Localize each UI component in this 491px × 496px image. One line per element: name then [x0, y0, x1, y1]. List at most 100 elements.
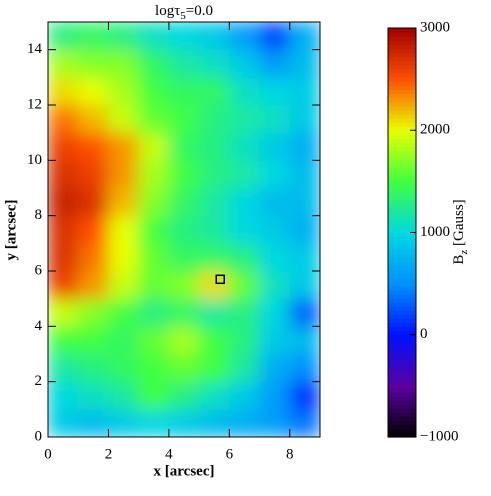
colorbar-step: [388, 359, 416, 364]
heat-cell: [48, 408, 79, 437]
colorbar-step: [388, 207, 416, 213]
colorbar-step: [388, 302, 416, 307]
heat-cell: [198, 353, 230, 383]
colorbar-step: [388, 412, 416, 418]
heat-cell: [168, 187, 200, 217]
heat-cell: [77, 76, 109, 106]
chart-title: logτ5=0.0: [155, 3, 213, 21]
plot-frame: [47, 21, 321, 438]
heat-cell: [228, 408, 261, 437]
heat-cell: [228, 132, 261, 161]
heat-cell: [289, 76, 320, 106]
heat-cell: [77, 49, 109, 78]
colorbar-step: [388, 424, 416, 430]
heat-cell: [289, 325, 320, 355]
x-tick-label: 6: [226, 446, 234, 462]
colorbar-step: [388, 32, 416, 37]
colorbar-step: [388, 203, 416, 209]
x-tick-label: 4: [165, 446, 173, 462]
heatmap: [48, 22, 320, 437]
heat-cell: [259, 381, 291, 410]
heat-cell: [168, 132, 200, 161]
y-tick-label: 8: [35, 207, 43, 223]
heat-cell: [138, 104, 170, 134]
colorbar-tick-label: 1000: [420, 224, 450, 240]
colorbar-step: [388, 392, 416, 397]
heat-cell: [168, 298, 200, 327]
colorbar-step: [388, 326, 416, 332]
colorbar-step: [388, 387, 416, 393]
colorbar-step: [388, 404, 416, 409]
heat-cell: [289, 132, 320, 161]
heat-cell: [228, 381, 261, 410]
heat-cell: [107, 49, 140, 78]
heat-cell: [289, 104, 320, 134]
colorbar-step: [388, 44, 416, 50]
heat-cell: [289, 159, 320, 189]
colorbar-step: [388, 85, 416, 90]
colorbar-step: [388, 56, 416, 62]
heat-cell: [228, 187, 261, 217]
heat-cell: [259, 298, 291, 327]
colorbar-step: [388, 408, 416, 414]
heat-cell: [48, 242, 79, 272]
colorbar-step: [388, 138, 416, 144]
heat-cell: [107, 242, 140, 272]
heat-cell: [107, 353, 140, 383]
heat-cell: [198, 187, 230, 217]
heat-cell: [138, 76, 170, 106]
y-tick-label: 4: [35, 318, 43, 334]
colorbar-step: [388, 318, 416, 324]
heat-cell: [48, 381, 79, 410]
heat-cell: [77, 159, 109, 189]
colorbar-step: [388, 142, 416, 148]
colorbar-step: [388, 216, 416, 221]
heat-cell: [228, 76, 261, 106]
colorbar-label-rest: [Gauss]: [451, 199, 467, 249]
heat-cell: [77, 22, 109, 51]
x-tick-label: 2: [105, 446, 113, 462]
heat-cell: [48, 325, 79, 355]
colorbar-step: [388, 257, 416, 262]
colorbar-step: [388, 97, 416, 103]
y-tick-label: 10: [27, 152, 42, 168]
heat-cell: [289, 381, 320, 410]
colorbar-step: [388, 154, 416, 160]
colorbar-step: [388, 187, 416, 193]
colorbar: −1000 0 1000 2000 3000: [387, 19, 458, 444]
heat-cell: [228, 325, 261, 355]
heat-cell: [138, 159, 170, 189]
colorbar-step: [388, 379, 416, 385]
heat-cell: [198, 159, 230, 189]
heat-cell: [259, 22, 291, 51]
heat-cell: [228, 49, 261, 78]
colorbar-step: [388, 347, 416, 352]
colorbar-step: [388, 416, 416, 422]
colorbar-step: [388, 293, 416, 299]
heat-cell: [198, 298, 230, 327]
colorbar-step: [388, 297, 416, 303]
heat-cell: [48, 270, 79, 300]
colorbar-step: [388, 81, 416, 86]
heat-cell: [198, 325, 230, 355]
colorbar-step: [388, 28, 416, 33]
heat-cell: [48, 76, 79, 106]
colorbar-step: [388, 179, 416, 185]
heat-cell: [77, 325, 109, 355]
heat-cell: [168, 159, 200, 189]
heat-cell: [138, 187, 170, 217]
colorbar-label: Bz [Gauss]: [451, 199, 469, 264]
y-tick-label: 12: [27, 96, 42, 112]
colorbar-step: [388, 363, 416, 369]
heat-cell: [48, 104, 79, 134]
heat-cell: [138, 49, 170, 78]
heat-cell: [77, 298, 109, 327]
heat-cell: [168, 353, 200, 383]
colorbar-step: [388, 306, 416, 311]
colorbar-step: [388, 134, 416, 140]
x-tick-label: 0: [44, 446, 52, 462]
y-tick-label: 6: [35, 262, 43, 278]
colorbar-step: [388, 36, 416, 41]
heat-cell: [198, 215, 230, 244]
